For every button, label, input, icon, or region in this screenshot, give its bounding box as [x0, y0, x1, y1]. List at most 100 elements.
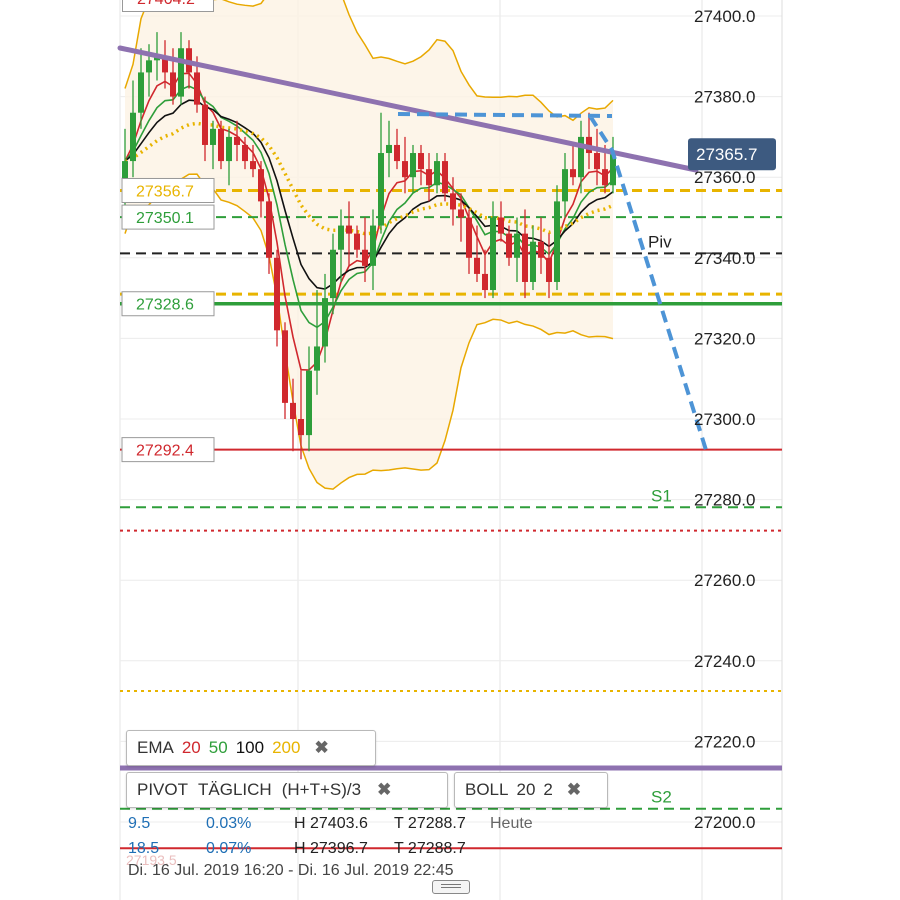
projection-path [397, 112, 708, 451]
candle-body [522, 233, 528, 282]
candle-body [562, 169, 568, 202]
boll-legend-label: BOLL [465, 780, 509, 799]
candle-body [330, 249, 336, 299]
candle-body [234, 136, 240, 145]
candle-body [442, 161, 448, 194]
candle-body [378, 153, 384, 226]
candle-body [170, 72, 176, 97]
candle-body [370, 225, 376, 266]
pivot-legend[interactable]: PIVOT TÄGLICH (H+T+S)/3 ✖ [126, 772, 448, 808]
price-tag-box [121, 204, 215, 230]
ema-legend-label: EMA [137, 738, 174, 757]
candle-body [538, 241, 544, 258]
pivot-label-piv: Piv [648, 232, 672, 251]
y-tick-label: 27240.0 [694, 652, 755, 671]
candle-body [298, 419, 304, 436]
y-tick-label: 27220.0 [694, 732, 755, 751]
price-tag-label: 27356.7 [136, 183, 194, 200]
candle-body [530, 241, 536, 282]
candle-body [570, 169, 576, 178]
candle-body [386, 144, 392, 154]
candle-body [362, 249, 368, 266]
candle-body [490, 217, 496, 291]
boll-close-icon[interactable]: ✖ [566, 780, 582, 799]
candle-body [410, 153, 416, 178]
candle-body [322, 298, 328, 347]
partial-price-tag-label: 27193.5 [126, 852, 177, 868]
candle-body [482, 273, 488, 291]
date-range-text: Di. 16 Jul. 2019 16:20 - Di. 16 Jul. 201… [128, 862, 454, 879]
candle-body [242, 144, 248, 162]
candle-body [162, 56, 168, 73]
candle-body [306, 370, 312, 436]
stats-pct: 0.03% [206, 815, 252, 832]
pivot-formula-label: (H+T+S)/3 [281, 780, 362, 799]
candle-body [426, 169, 432, 186]
stats-change: 18.5 [128, 840, 160, 857]
ema-close-icon[interactable]: ✖ [314, 738, 329, 757]
candle-body [314, 346, 320, 371]
price-tag-27404: 27404.2 [122, 0, 214, 12]
y-tick-label: 27200.0 [694, 813, 755, 832]
current-price-tag [688, 138, 776, 171]
candle-body [258, 169, 264, 202]
candle-body [610, 153, 616, 186]
candle-body [514, 233, 520, 258]
candle-body [202, 104, 208, 145]
candle-body [178, 48, 184, 97]
ema-legend[interactable]: EMA 20 50 100 200 ✖ [126, 730, 376, 766]
candle-body [458, 209, 464, 218]
y-tick-label: 27360.0 [694, 168, 755, 187]
partial-price-tag: 27193.5 [126, 852, 177, 868]
ema-50-label: 50 [208, 738, 228, 757]
candle-body [498, 217, 504, 234]
stats-low: T 27288.7 [394, 840, 466, 857]
ema-20-label: 20 [181, 738, 201, 757]
boll-period-label: 20 [516, 780, 536, 799]
candle-body [594, 153, 600, 170]
candle-body [602, 169, 608, 186]
candle-body [418, 153, 424, 170]
price-tag-27404-label: 27404.2 [137, 0, 195, 8]
candle-body [346, 225, 352, 234]
ema-200-label: 200 [272, 738, 301, 757]
trendline-resistance [117, 45, 699, 173]
candle-body [250, 161, 256, 170]
candle-body [474, 257, 480, 274]
candle-body [402, 161, 408, 178]
stats-change: 9.5 [128, 815, 151, 832]
y-tick-label: 27340.0 [694, 249, 755, 268]
current-price-label: 27365.7 [696, 145, 757, 164]
stats-low: T 27288.7 [394, 815, 466, 832]
y-tick-label: 27400.0 [694, 7, 755, 26]
candle-body [434, 161, 440, 186]
candle-body [266, 201, 272, 258]
price-tag-box [121, 177, 215, 203]
price-tag-label: 27328.6 [136, 297, 194, 314]
price-tag-label: 27292.4 [136, 443, 194, 460]
price-tag-box [121, 437, 215, 463]
candle-body [194, 72, 200, 105]
y-tick-label: 27260.0 [694, 571, 755, 590]
stats-row-second: 18.5 0.07% H 27396.7 T 27288.7 [128, 840, 490, 858]
y-tick-label: 27320.0 [694, 329, 755, 348]
pivot-mode-label: TÄGLICH [198, 780, 272, 799]
candle-body [394, 144, 400, 162]
bollinger-upper [124, 0, 614, 122]
scroll-handle-icon[interactable] [432, 880, 470, 894]
ema-100-label: 100 [235, 738, 265, 757]
y-tick-label: 27380.0 [694, 88, 755, 107]
candle-body [138, 72, 144, 113]
candle-body [354, 233, 360, 250]
candle-body [282, 330, 288, 403]
boll-legend[interactable]: BOLL 20 2 ✖ [454, 772, 608, 808]
boll-mult-label: 2 [543, 780, 553, 799]
date-range: Di. 16 Jul. 2019 16:20 - Di. 16 Jul. 201… [128, 862, 454, 880]
pivot-legend-label: PIVOT [137, 780, 189, 799]
price-tag-box [121, 291, 215, 317]
y-tick-label: 27280.0 [694, 491, 755, 510]
pivot-close-icon[interactable]: ✖ [377, 780, 392, 799]
stats-period: Heute [490, 815, 533, 832]
candle-body [554, 201, 560, 282]
